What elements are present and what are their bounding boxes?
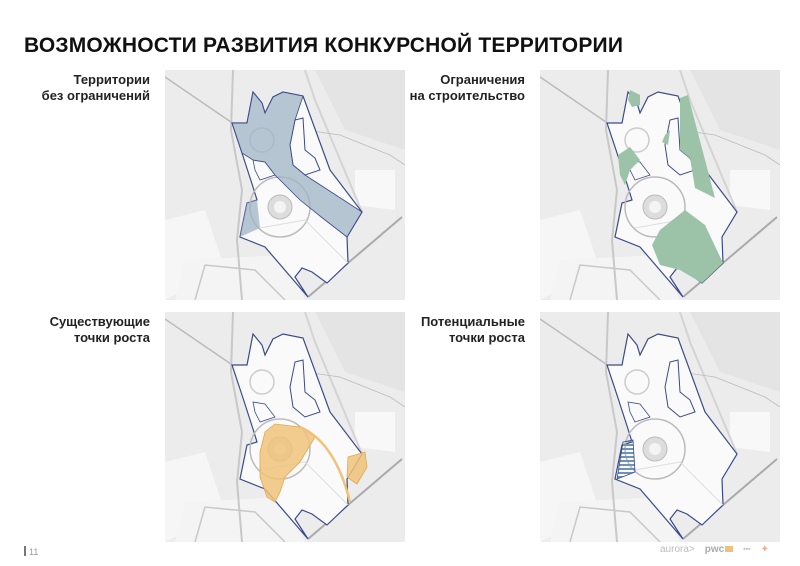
label-line: на строительство: [409, 88, 525, 103]
restriction-area: [652, 210, 723, 283]
restriction-area: [680, 95, 715, 198]
panel-label-potential-growth: Потенциальные точки роста: [385, 314, 525, 346]
label-line: Территории: [73, 72, 150, 87]
page-number-text: 11: [29, 547, 39, 557]
restriction-area: [618, 147, 640, 185]
label-line: Ограничения: [440, 72, 525, 87]
pwc-logo: pwc: [705, 544, 734, 555]
restriction-area: [628, 90, 640, 107]
label-line: точки роста: [448, 330, 525, 345]
growth-area-east: [346, 451, 368, 485]
label-line: Потенциальные: [420, 314, 525, 329]
map-unrestricted-territories: [165, 70, 405, 300]
page-title: ВОЗМОЖНОСТИ РАЗВИТИЯ КОНКУРСНОЙ ТЕРРИТОР…: [24, 34, 624, 57]
aurora-logo: aurora>: [660, 544, 695, 555]
star-logo: ✦: [760, 544, 770, 555]
growth-arc: [299, 425, 352, 503]
page-number: 11: [24, 546, 38, 557]
map-existing-growth-points: [165, 312, 405, 542]
map-construction-restrictions: [540, 70, 780, 300]
page-marker: [24, 546, 26, 556]
panel-label-unrestricted: Территории без ограничений: [10, 72, 150, 104]
partner-logo: ▪▪▪: [743, 546, 751, 553]
panel-label-restrictions: Ограничения на строительство: [385, 72, 525, 104]
panel-label-existing-growth: Существующие точки роста: [10, 314, 150, 346]
map-potential-growth-points: [540, 312, 780, 542]
label-line: Существующие: [49, 314, 150, 329]
label-line: без ограничений: [41, 88, 150, 103]
partner-logos: aurora> pwc ▪▪▪ ✦: [660, 544, 769, 555]
restriction-area: [662, 130, 670, 145]
label-line: точки роста: [73, 330, 150, 345]
potential-growth-area: [616, 439, 636, 480]
unrestricted-area: [231, 91, 363, 238]
